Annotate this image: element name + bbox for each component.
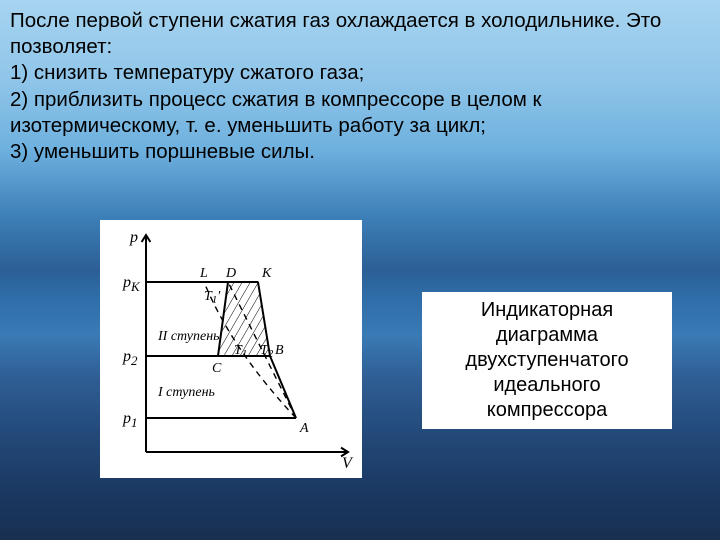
caption-line-2: диаграмма [426,323,668,348]
svg-text:p: p [129,229,138,246]
intro-line: После первой ступени сжатия газ охлаждае… [10,8,710,60]
svg-text:K: K [261,266,272,281]
diagram-caption: Индикаторная диаграмма двухступенчатого … [422,292,672,429]
item-3: 3) уменьшить поршневые силы. [10,139,710,165]
item-2: 2) приблизить процесс сжатия в компрессо… [10,87,710,139]
svg-text:V: V [342,455,354,472]
svg-text:T1′: T1′ [204,289,221,306]
caption-line-3: двухступенчатого [426,348,668,373]
body-text: После первой ступени сжатия газ охлаждае… [10,8,710,165]
svg-text:I ступень: I ступень [157,385,215,400]
svg-text:T2: T2 [260,343,274,360]
caption-line-1: Индикаторная [426,298,668,323]
item-1: 1) снизить температуру сжатого газа; [10,60,710,86]
svg-text:p1: p1 [122,410,138,430]
svg-text:B: B [275,343,284,358]
svg-text:C: C [212,361,222,376]
svg-text:II ступень: II ступень [157,329,220,344]
diagram-svg: pVpKp2p1T2T1T1′ABCKDLII ступеньI ступень [100,220,362,478]
svg-text:D: D [225,266,236,281]
caption-line-5: компрессора [426,398,668,423]
svg-text:A: A [299,421,309,436]
indicator-diagram: pVpKp2p1T2T1T1′ABCKDLII ступеньI ступень [100,220,362,478]
caption-line-4: идеального [426,373,668,398]
svg-text:p2: p2 [122,348,138,368]
svg-text:L: L [199,266,208,281]
svg-text:pK: pK [122,274,141,294]
